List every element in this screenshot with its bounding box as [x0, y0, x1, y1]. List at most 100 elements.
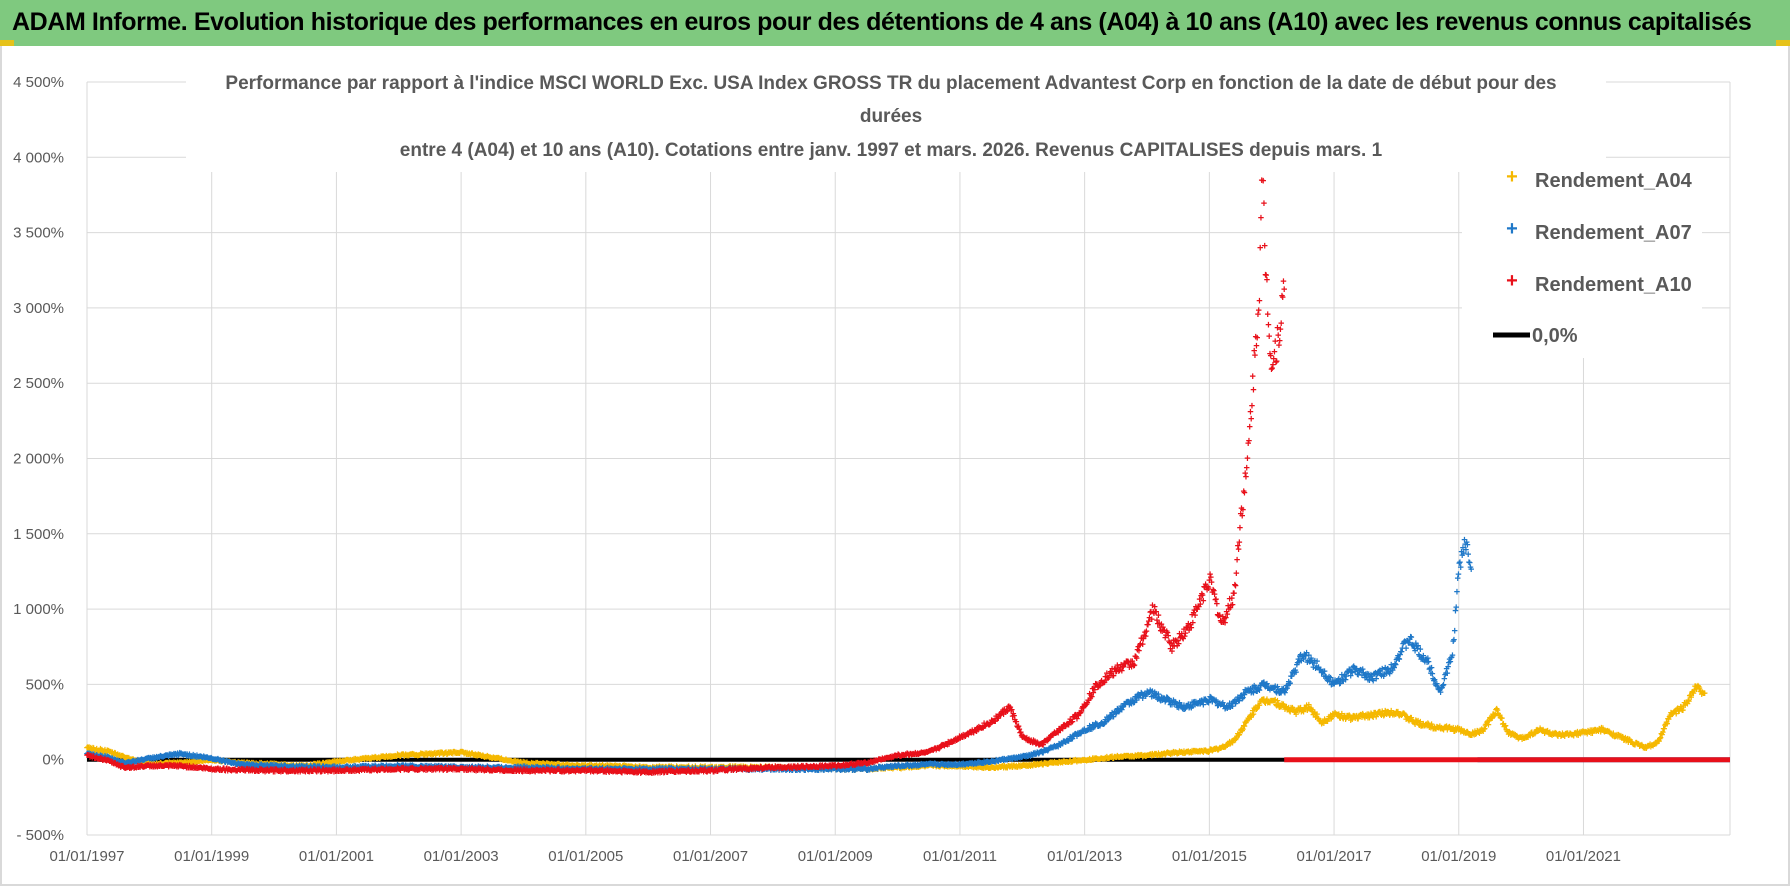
data-point: +	[403, 749, 409, 761]
data-point: +	[426, 749, 432, 761]
data-point: +	[99, 744, 105, 756]
data-point: +	[331, 757, 337, 769]
data-point: +	[305, 761, 311, 773]
data-point: +	[549, 759, 555, 771]
data-point: +	[418, 748, 424, 760]
data-point: +	[609, 761, 615, 773]
data-point: +	[96, 745, 102, 757]
data-point: +	[886, 763, 892, 775]
data-point: +	[278, 761, 284, 773]
data-point: +	[91, 743, 97, 755]
data-point: +	[561, 761, 567, 773]
data-point: +	[89, 745, 95, 757]
data-point: +	[97, 744, 103, 756]
data-point: +	[212, 756, 218, 768]
data-point: +	[218, 757, 224, 769]
data-point: +	[163, 758, 169, 770]
data-point: +	[757, 761, 763, 773]
data-point: +	[192, 756, 198, 768]
data-point: +	[391, 751, 397, 763]
data-point: +	[704, 763, 710, 775]
data-point: +	[536, 759, 542, 771]
data-point: +	[809, 763, 815, 775]
data-point: +	[264, 758, 270, 770]
data-point: +	[88, 743, 94, 755]
data-point: +	[298, 760, 304, 772]
data-point: +	[795, 762, 801, 774]
data-point: +	[622, 761, 628, 773]
data-point: +	[441, 748, 447, 760]
data-point: +	[682, 763, 688, 775]
data-point: +	[705, 762, 711, 774]
data-point: +	[954, 762, 960, 774]
data-point: +	[758, 762, 764, 774]
data-point: +	[749, 762, 755, 774]
data-point: +	[712, 762, 718, 774]
data-point: +	[767, 762, 773, 774]
data-point: +	[638, 762, 644, 774]
data-point: +	[646, 763, 652, 775]
data-point: +	[865, 763, 871, 775]
data-point: +	[744, 762, 750, 774]
data-point: +	[208, 754, 214, 766]
data-point: +	[338, 757, 344, 769]
data-point: +	[703, 763, 709, 775]
data-point: +	[603, 762, 609, 774]
data-point: +	[857, 764, 863, 776]
data-point: +	[627, 761, 633, 773]
data-point: +	[810, 763, 816, 775]
data-point: +	[642, 762, 648, 774]
data-point: +	[189, 757, 195, 769]
data-point: +	[159, 759, 165, 771]
data-point: +	[352, 754, 358, 766]
data-point: +	[156, 759, 162, 771]
data-point: +	[817, 762, 823, 774]
data-point: +	[945, 760, 951, 772]
data-point: +	[328, 758, 334, 770]
data-point: +	[230, 757, 236, 769]
data-point: +	[263, 759, 269, 771]
data-point: +	[879, 762, 885, 774]
data-point: +	[738, 761, 744, 773]
data-point: +	[280, 760, 286, 772]
data-point: +	[479, 751, 485, 763]
data-point: +	[673, 763, 679, 775]
data-point: +	[934, 761, 940, 773]
data-point: +	[256, 760, 262, 772]
data-point: +	[961, 761, 967, 773]
data-point: +	[257, 759, 263, 771]
data-point: +	[869, 764, 875, 776]
y-tick-label: 3 500%	[13, 225, 64, 242]
data-point: +	[232, 757, 238, 769]
data-point: +	[533, 758, 539, 770]
data-point: +	[637, 761, 643, 773]
data-point: +	[896, 761, 902, 773]
data-point: +	[530, 758, 536, 770]
data-point: +	[379, 751, 385, 763]
data-point: +	[557, 760, 563, 772]
data-point: +	[632, 761, 638, 773]
data-point: +	[351, 754, 357, 766]
data-point: +	[437, 747, 443, 759]
data-point: +	[572, 761, 578, 773]
data-point: +	[523, 758, 529, 770]
data-point: +	[521, 758, 527, 770]
data-point: +	[808, 763, 814, 775]
data-point: +	[982, 762, 988, 774]
data-point: +	[440, 749, 446, 761]
data-point: +	[626, 761, 632, 773]
data-point: +	[813, 763, 819, 775]
data-point: +	[739, 763, 745, 775]
data-point: +	[130, 754, 136, 766]
data-point: +	[505, 755, 511, 767]
data-point: +	[891, 762, 897, 774]
data-point: +	[547, 760, 553, 772]
data-point: +	[631, 763, 637, 775]
data-point: +	[304, 759, 310, 771]
data-point: +	[706, 762, 712, 774]
data-point: +	[880, 763, 886, 775]
data-point: +	[238, 757, 244, 769]
data-point: +	[279, 760, 285, 772]
data-point: +	[398, 750, 404, 762]
data-point: +	[475, 749, 481, 761]
